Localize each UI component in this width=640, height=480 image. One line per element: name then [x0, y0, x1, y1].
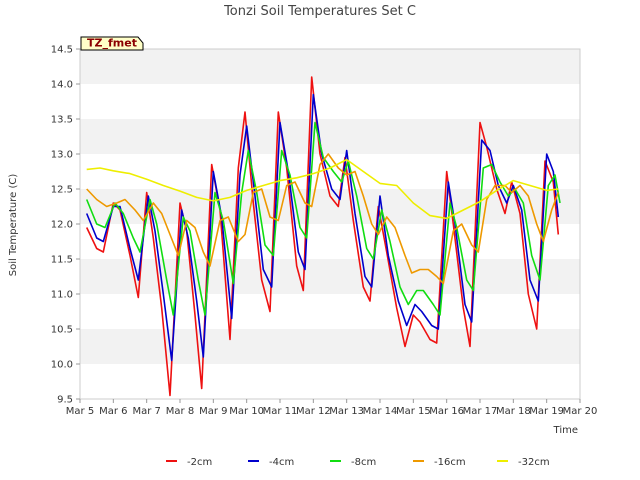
series-line-2cm — [85, 76, 560, 397]
y-tick-label: 14.5 — [51, 45, 73, 56]
y-tick-label: 14.0 — [51, 80, 73, 91]
grid-band — [80, 259, 580, 294]
x-tick-label: Mar 13 — [329, 406, 364, 417]
grid-band — [80, 84, 580, 119]
legend-label: -8cm — [351, 457, 376, 468]
y-axis: 9.5 10.0 10.5 11.0 11.5 12.0 12.5 13.0 13.5 14.0 1… — [51, 45, 80, 406]
y-tick-label: 13.0 — [51, 150, 73, 161]
y-tick-label: 13.5 — [51, 115, 73, 126]
legend-label: -2cm — [187, 457, 212, 468]
grid-bands — [80, 49, 580, 399]
series-line-16cm — [86, 153, 560, 285]
x-tick-label: Mar 7 — [132, 406, 160, 417]
x-tick-label: Mar 16 — [429, 406, 464, 417]
x-tick-label: Mar 20 — [563, 406, 598, 417]
chart-title: Tonzi Soil Temperatures Set C — [223, 4, 416, 19]
grid-band — [80, 329, 580, 364]
legend: -2cm -4cm -8cm -16cm -32cm — [166, 457, 550, 468]
x-tick-label: Mar 9 — [199, 406, 227, 417]
y-tick-label: 12.0 — [51, 220, 73, 231]
y-tick-label: 10.5 — [51, 325, 73, 336]
y-axis-title: Soil Temperature (C) — [8, 174, 19, 277]
y-tick-label: 12.5 — [51, 185, 73, 196]
x-tick-label: Mar 8 — [166, 406, 194, 417]
series-lines — [85, 76, 561, 397]
series-line-8cm — [85, 121, 561, 316]
grid-band — [80, 224, 580, 259]
series-line-32cm — [86, 158, 559, 220]
site-badge-label: TZ_fmet — [87, 37, 137, 50]
x-tick-label: Mar 6 — [99, 406, 127, 417]
x-tick-label: Mar 5 — [66, 406, 94, 417]
site-badge: TZ_fmet — [80, 36, 144, 51]
y-tick-label: 10.0 — [51, 360, 73, 371]
x-tick-label: Mar 12 — [296, 406, 331, 417]
x-tick-label: Mar 10 — [229, 406, 264, 417]
grid-band — [80, 294, 580, 329]
x-tick-label: Mar 19 — [529, 406, 564, 417]
x-tick-label: Mar 14 — [363, 406, 398, 417]
series-line-4cm — [85, 93, 560, 362]
legend-label: -4cm — [269, 457, 294, 468]
x-tick-label: Mar 15 — [396, 406, 431, 417]
x-tick-label: Mar 17 — [463, 406, 498, 417]
grid-band — [80, 364, 580, 399]
y-tick-label: 11.5 — [51, 255, 73, 266]
x-tick-label: Mar 11 — [263, 406, 298, 417]
site-badge-box — [80, 36, 144, 51]
grid-band — [80, 49, 580, 84]
x-axis-title: Time — [553, 425, 578, 436]
legend-label: -32cm — [518, 457, 550, 468]
grid-band — [80, 119, 580, 154]
y-tick-label: 9.5 — [57, 395, 73, 406]
legend-label: -16cm — [434, 457, 466, 468]
y-tick-label: 11.0 — [51, 290, 73, 301]
x-tick-label: Mar 18 — [496, 406, 531, 417]
